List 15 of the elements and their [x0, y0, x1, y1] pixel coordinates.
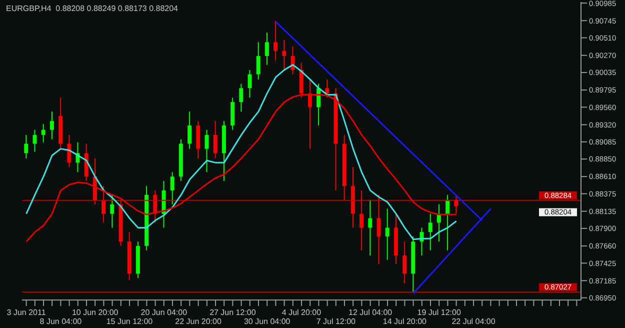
x-tick-label: 15 Jun 12:00: [106, 317, 154, 326]
x-tick-label: 14 Jul 20:00: [382, 317, 428, 326]
x-tick-label: 4 Jul 20:00: [282, 308, 322, 317]
x-tick-label: 12 Jul 04:00: [348, 308, 393, 317]
x-tick-label: 20 Jun 04:00: [140, 308, 188, 317]
x-tick-label: 19 Jul 12:00: [417, 308, 462, 317]
x-tick-label: 22 Jun 20:00: [175, 317, 222, 326]
x-tick-label: 3 Jun 2011: [6, 308, 46, 317]
x-tick-label: 22 Jul 04:00: [452, 317, 496, 326]
x-tick-label: 7 Jul 12:00: [316, 317, 356, 326]
x-tick-label: 27 Jun 12:00: [210, 308, 256, 317]
x-tick-label: 8 Jun 04:00: [40, 317, 82, 326]
x-tick-label: 10 Jun 20:00: [72, 308, 119, 317]
x-tick-label: 30 Jun 04:00: [244, 317, 291, 326]
chart-title: EURGBP,H4 0.88208 0.88249 0.88173 0.88204: [6, 4, 178, 13]
